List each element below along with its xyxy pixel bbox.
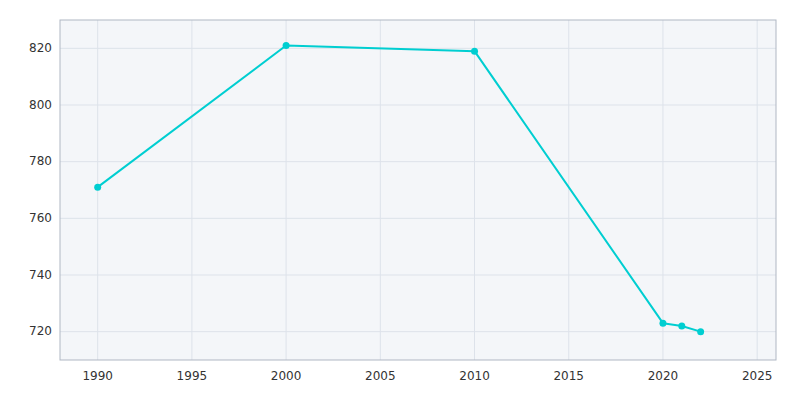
grid-line-y	[60, 275, 776, 276]
y-tick-label: 720	[29, 324, 52, 338]
grid-line-x	[286, 20, 287, 360]
line	[98, 46, 701, 332]
y-tick-label: 780	[29, 154, 52, 168]
point	[94, 184, 101, 191]
y-tick-label: 800	[29, 98, 52, 112]
x-tick-label: 1990	[82, 369, 113, 383]
tick-labels: 720 740 760 780 800 820 1990 1995 2000 2005 2010 20…	[29, 41, 772, 383]
x-tick-label: 1995	[177, 369, 208, 383]
grid-line-y	[60, 105, 776, 106]
point	[471, 48, 478, 55]
series	[94, 42, 704, 335]
grid-line-y	[60, 331, 776, 332]
chart-container: 720 740 760 780 800 820 1990 1995 2000 2005 2010 20…	[0, 0, 800, 400]
x-tick-label: 2015	[553, 369, 584, 383]
x-tick-label: 2005	[365, 369, 396, 383]
y-tick-label: 820	[29, 41, 52, 55]
point	[659, 320, 666, 327]
grid-line-x	[380, 20, 381, 360]
y-tick-label: 760	[29, 211, 52, 225]
x-tick-label: 2020	[648, 369, 679, 383]
grid-line-x	[474, 20, 475, 360]
grid-line-y	[60, 161, 776, 162]
grid-line-x	[568, 20, 569, 360]
x-tick-label: 2010	[459, 369, 490, 383]
y-tick-label: 740	[29, 268, 52, 282]
plot-frame	[60, 20, 776, 360]
grid-line-x	[662, 20, 663, 360]
grid-line-y	[60, 218, 776, 219]
x-tick-label: 2025	[742, 369, 773, 383]
point	[283, 42, 290, 49]
grid	[60, 20, 776, 360]
grid-line-x	[191, 20, 192, 360]
grid-line-x	[757, 20, 758, 360]
chart: 720 740 760 780 800 820 1990 1995 2000 2005 2010 20…	[0, 0, 800, 400]
x-tick-label: 2000	[271, 369, 302, 383]
point	[697, 328, 704, 335]
point	[678, 323, 685, 330]
plot-background	[60, 20, 776, 360]
